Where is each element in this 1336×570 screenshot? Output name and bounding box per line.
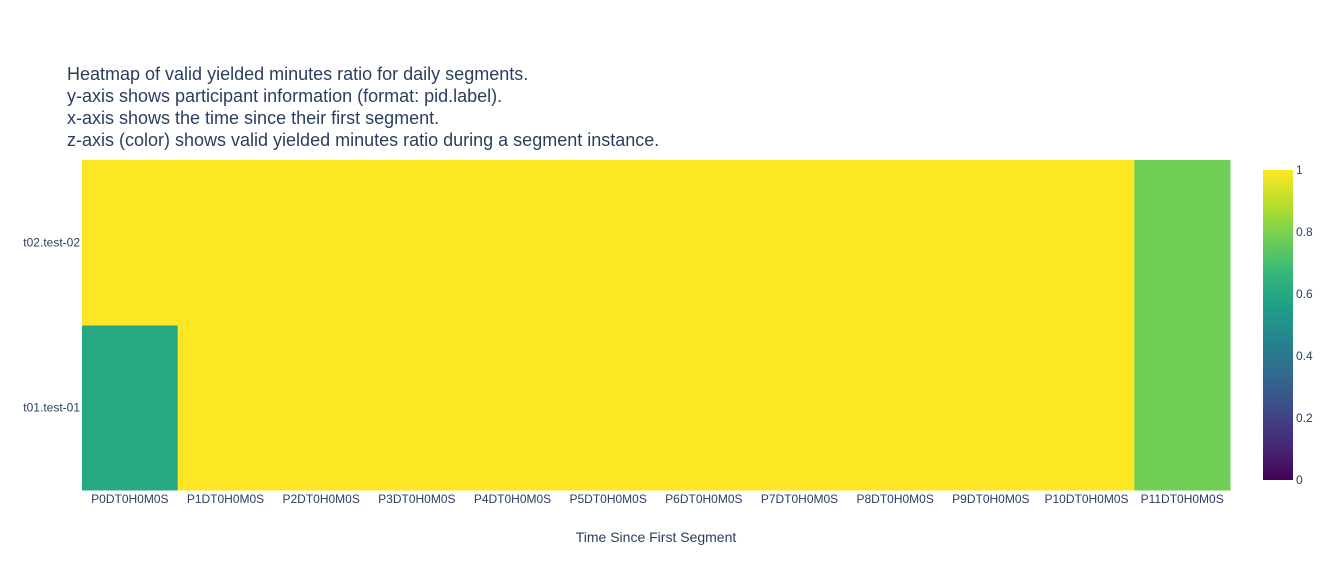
heatmap-cell — [751, 325, 848, 491]
heatmap-cell — [1134, 160, 1231, 326]
chart-title: Heatmap of valid yielded minutes ratio f… — [67, 63, 659, 151]
heatmap-cell — [560, 160, 657, 326]
heatmap-cells — [82, 160, 1231, 491]
heatmap-cell — [1134, 325, 1231, 491]
heatmap-cell — [943, 325, 1040, 491]
x-tick-label: P1DT0H0M0S — [187, 492, 264, 506]
heatmap-cell — [369, 160, 466, 326]
chart-title-line-2: y-axis shows participant information (fo… — [67, 86, 503, 106]
heatmap-cell — [847, 325, 944, 491]
x-tick-label: P4DT0H0M0S — [474, 492, 551, 506]
heatmap-cell — [177, 325, 274, 491]
colorbar-tick-label: 0.8 — [1296, 225, 1313, 239]
heatmap-cell — [656, 325, 753, 491]
chart-title-line-1: Heatmap of valid yielded minutes ratio f… — [67, 64, 529, 84]
chart-title-line-4: z-axis (color) shows valid yielded minut… — [67, 130, 660, 150]
colorbar-tick-label: 0.6 — [1296, 287, 1313, 301]
x-tick-label: P10DT0H0M0S — [1044, 492, 1128, 506]
heatmap-cell — [751, 160, 848, 326]
colorbar-tick-label: 0 — [1296, 473, 1303, 487]
x-tick-label: P5DT0H0M0S — [569, 492, 646, 506]
heatmap-cell — [273, 325, 370, 491]
chart-title-line-3: x-axis shows the time since their first … — [67, 108, 440, 128]
colorbar-tick-label: 0.2 — [1296, 411, 1313, 425]
x-tick-label: P2DT0H0M0S — [282, 492, 359, 506]
x-tick-label: P8DT0H0M0S — [856, 492, 933, 506]
y-tick-label: t01.test-01 — [23, 401, 80, 415]
colorbar-ticks: 0 0.2 0.4 0.6 0.8 1 — [1296, 163, 1313, 487]
colorbar-tick-label: 0.4 — [1296, 349, 1313, 363]
heatmap-cell — [464, 160, 561, 326]
colorbar-tick-label: 1 — [1296, 163, 1303, 177]
heatmap-cell — [656, 160, 753, 326]
y-tick-label: t02.test-02 — [23, 236, 80, 250]
x-tick-label: P3DT0H0M0S — [378, 492, 455, 506]
colorbar — [1263, 170, 1293, 480]
x-axis-title: Time Since First Segment — [576, 529, 737, 545]
x-tick-label: P11DT0H0M0S — [1141, 492, 1224, 506]
heatmap-cell — [82, 325, 179, 491]
x-tick-label: P0DT0H0M0S — [91, 492, 168, 506]
x-tick-label: P9DT0H0M0S — [952, 492, 1029, 506]
heatmap-cell — [177, 160, 274, 326]
heatmap-cell — [464, 325, 561, 491]
heatmap-cell — [560, 325, 657, 491]
heatmap-cell — [1038, 325, 1135, 491]
heatmap-cell — [273, 160, 370, 326]
heatmap-cell — [82, 160, 179, 326]
heatmap-cell — [369, 325, 466, 491]
heatmap-cell — [847, 160, 944, 326]
x-tick-label: P6DT0H0M0S — [665, 492, 742, 506]
x-axis-ticks: P0DT0H0M0S P1DT0H0M0S P2DT0H0M0S P3DT0H0M0S… — [91, 492, 1224, 506]
heatmap-cell — [1038, 160, 1135, 326]
x-tick-label: P7DT0H0M0S — [761, 492, 838, 506]
y-axis-ticks: t01.test-01 t02.test-02 — [23, 236, 80, 415]
heatmap-cell — [943, 160, 1040, 326]
